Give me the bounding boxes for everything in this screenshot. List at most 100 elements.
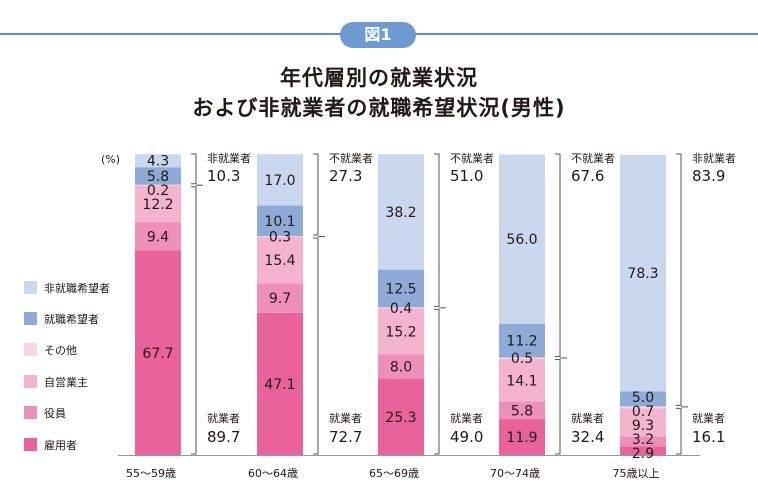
nonworker-label: 非就業者	[207, 151, 251, 165]
bar-value-label: 17.0	[264, 173, 295, 189]
worker-total: 72.7	[329, 428, 362, 446]
nonworker-total: 51.0	[450, 167, 483, 185]
bar-value-label: 0.5	[511, 351, 533, 367]
bar-segment	[620, 406, 666, 409]
bar-segment	[620, 436, 666, 447]
figure-badge: 図1	[340, 22, 416, 48]
worker-bracket	[434, 308, 440, 455]
bar-value-label: 12.5	[385, 281, 416, 297]
bar-value-label: 11.9	[506, 430, 537, 446]
bar-value-label: 47.1	[264, 377, 295, 393]
bar-segment	[378, 378, 424, 455]
bar-segment	[620, 154, 666, 392]
bar-segment	[499, 357, 545, 359]
nonworker-total: 27.3	[329, 167, 362, 185]
bar-value-label: 9.7	[269, 291, 291, 307]
bar-segment	[257, 154, 303, 206]
legend-label: 雇用者	[44, 438, 77, 452]
legend-label: 自営業主	[44, 375, 88, 389]
x-tick-label: 65～69歳	[369, 467, 419, 480]
worker-label: 就業者	[207, 411, 240, 425]
legend-swatch	[24, 281, 37, 294]
legend-label: 就職希望者	[44, 312, 99, 326]
worker-total: 16.1	[692, 428, 725, 446]
bar-segment	[135, 185, 181, 223]
worker-label: 就業者	[450, 411, 483, 425]
bar-segment	[499, 154, 545, 324]
x-tick-label: 75歳以上	[613, 467, 660, 480]
nonworker-total: 67.6	[571, 167, 604, 185]
legend-label: 非就職希望者	[44, 281, 110, 295]
nonworker-bracket	[313, 153, 319, 236]
bar-segment	[257, 236, 303, 284]
bar-segment	[257, 236, 303, 237]
worker-bracket	[313, 237, 319, 455]
nonworker-label: 不就業者	[571, 151, 615, 165]
worker-bracket	[676, 407, 682, 455]
bar-value-label: 11.2	[506, 334, 537, 350]
x-tick-label: 70～74歳	[490, 467, 540, 480]
legend-swatch	[24, 438, 37, 451]
bar-value-label: 12.2	[142, 197, 173, 213]
bar-value-label: 25.3	[385, 410, 416, 426]
bar-value-label: 0.2	[147, 183, 169, 199]
nonworker-label: 非就業者	[692, 151, 736, 165]
bar-value-label: 15.2	[385, 324, 416, 340]
bar-value-label: 10.1	[264, 214, 295, 230]
bar-segment	[135, 222, 181, 251]
bar-segment	[378, 307, 424, 309]
legend-swatch	[24, 312, 37, 325]
x-tick-label: 60～64歳	[248, 467, 298, 480]
bar-segment	[499, 358, 545, 402]
bar-segment	[135, 154, 181, 168]
bar-segment	[378, 354, 424, 379]
nonworker-bracket	[676, 153, 682, 406]
legend-swatch	[24, 406, 37, 419]
bar-value-label: 0.7	[632, 404, 654, 420]
bar-segment	[257, 283, 303, 313]
bar-value-label: 9.3	[632, 418, 654, 434]
nonworker-label: 不就業者	[329, 151, 373, 165]
bar-value-label: 8.0	[390, 360, 412, 376]
bar-segment	[499, 401, 545, 420]
nonworker-total: 83.9	[692, 167, 725, 185]
bar-value-label: 0.4	[390, 301, 412, 317]
bar-value-label: 0.3	[269, 230, 291, 246]
worker-bracket	[191, 186, 197, 455]
worker-total: 32.4	[571, 428, 604, 446]
bar-value-label: 67.7	[142, 346, 173, 362]
worker-label: 就業者	[571, 411, 604, 425]
bar-segment	[499, 323, 545, 358]
worker-label: 就業者	[329, 411, 362, 425]
legend-swatch	[24, 343, 37, 356]
chart-title-line1: 年代層別の就業状況	[280, 66, 478, 90]
bar-value-label: 38.2	[385, 205, 416, 221]
bar-segment	[257, 312, 303, 455]
bar-value-label: 3.2	[632, 432, 654, 448]
bar-value-label: 2.9	[632, 446, 654, 462]
bar-value-label: 5.8	[511, 403, 533, 419]
bar-segment	[135, 250, 181, 455]
legend-swatch	[24, 375, 37, 388]
nonworker-bracket	[555, 153, 561, 357]
bar-segment	[135, 184, 181, 186]
bar-value-label: 14.1	[506, 373, 537, 389]
worker-label: 就業者	[692, 411, 725, 425]
bar-segment	[620, 446, 666, 455]
bar-segment	[620, 408, 666, 437]
bar-value-label: 5.8	[147, 169, 169, 185]
bar-segment	[620, 391, 666, 407]
worker-bracket	[555, 358, 561, 455]
bar-segment	[378, 308, 424, 355]
legend-label: 役員	[44, 406, 66, 420]
legend-label: その他	[44, 344, 77, 357]
x-tick-label: 55～59歳	[126, 467, 176, 480]
bar-segment	[257, 205, 303, 237]
bar-value-label: 15.4	[264, 253, 295, 269]
bar-segment	[135, 167, 181, 185]
bar-value-label: 78.3	[627, 266, 658, 282]
bar-value-label: 4.3	[147, 154, 169, 170]
worker-total: 89.7	[207, 428, 240, 446]
unit-label: (%)	[101, 153, 120, 166]
